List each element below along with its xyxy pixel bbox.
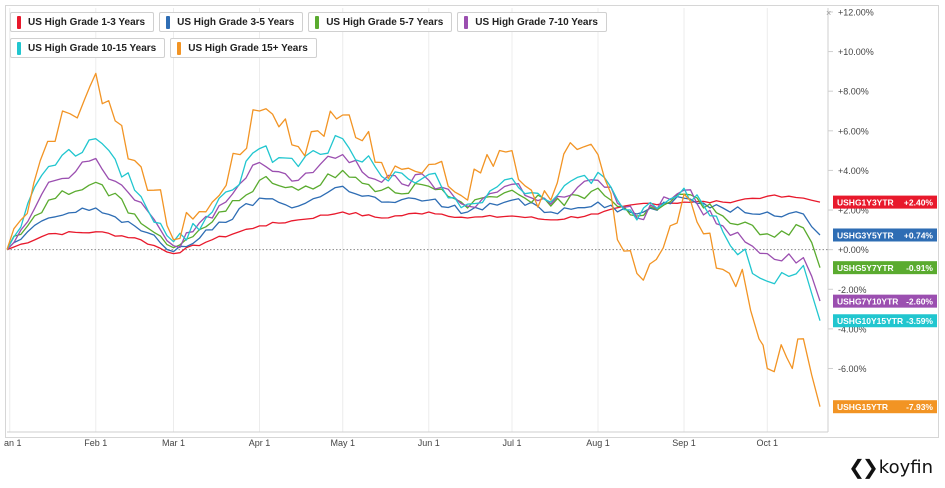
chart-panel [5,5,939,438]
x-tick-label: Feb 1 [84,438,107,448]
series-end-tag [833,228,937,242]
series-end-tag [833,195,937,209]
x-tick-label: an 1 [4,438,22,448]
legend-label: US High Grade 1-3 Years [28,16,146,28]
series-end-tag-ticker: USHG10Y15YTR [837,316,903,326]
legend-item[interactable]: US High Grade 15+ Years [170,38,317,58]
legend-swatch [177,41,182,55]
legend-item[interactable]: US High Grade 5-7 Years [308,12,453,32]
series-end-tag-value: -3.59% [906,316,933,326]
x-tick-label: Mar 1 [162,438,185,448]
series-end-tag [833,400,937,414]
legend-item[interactable]: US High Grade 1-3 Years [10,12,155,32]
series-end-tag-value: +2.40% [904,197,934,207]
koyfin-logo-icon: ❮❯ [848,457,878,479]
x-tick-label: Jun 1 [418,438,440,448]
y-tick-label: -4.00% [838,324,867,334]
y-tick-label: -2.00% [838,285,867,295]
series-end-tag-ticker: USHG5Y7YTR [837,263,894,273]
x-tick-label: Sep 1 [672,438,696,448]
series-end-tag [833,314,937,328]
series-line [6,153,821,302]
y-tick-label: +4.00% [838,166,869,176]
y-tick-label: +0.00% [838,245,869,255]
legend-item[interactable]: US High Grade 7-10 Years [457,12,607,32]
y-tick-label: +6.00% [838,126,869,136]
y-tick-label: +10.00% [838,47,874,57]
x-tick-label: May 1 [330,438,355,448]
series-line [6,194,821,255]
chart-legend: US High Grade 1-3 Years US High Grade 3-5… [10,12,650,58]
legend-swatch [464,15,469,29]
series-end-tag-value: -0.91% [906,263,933,273]
series-end-tag [833,261,937,275]
legend-swatch [315,15,320,29]
series-end-tag-value: +0.74% [904,230,934,240]
series-end-tag-value: -7.93% [906,402,933,412]
x-tick-label: Oct 1 [757,438,779,448]
legend-label: US High Grade 15+ Years [188,42,308,54]
y-tick-label: -6.00% [838,364,867,374]
legend-label: US High Grade 7-10 Years [475,16,598,28]
x-tick-label: Jul 1 [502,438,521,448]
legend-item[interactable]: US High Grade 3-5 Years [159,12,304,32]
koyfin-brand: ❮❯ koyfin [848,455,933,480]
series-end-tag-ticker: USHG3Y5YTR [837,230,894,240]
y-tick-label: +2.00% [838,206,869,216]
legend-label: US High Grade 3-5 Years [177,16,295,28]
close-icon[interactable]: × [826,8,832,18]
series-end-tag [833,294,937,308]
legend-label: US High Grade 5-7 Years [326,16,444,28]
series-end-tag-value: -2.60% [906,296,933,306]
series-line [6,72,821,407]
series-end-tag-ticker: USHG7Y10YTR [837,296,898,306]
y-tick-label: +12.00% [838,7,874,17]
legend-item[interactable]: US High Grade 10-15 Years [10,38,166,58]
x-tick-label: Apr 1 [249,438,271,448]
legend-swatch [17,41,21,55]
legend-label: US High Grade 10-15 Years [28,42,157,54]
brand-name: koyfin [878,457,933,478]
series-line [6,169,821,268]
series-end-tag-ticker: USHG15YTR [837,402,888,412]
y-tick-label: +8.00% [838,87,869,97]
series-line [6,134,821,321]
legend-swatch [166,15,171,29]
legend-swatch [17,15,21,29]
x-tick-label: Aug 1 [586,438,610,448]
series-end-tag-ticker: USHG1Y3YTR [837,197,894,207]
